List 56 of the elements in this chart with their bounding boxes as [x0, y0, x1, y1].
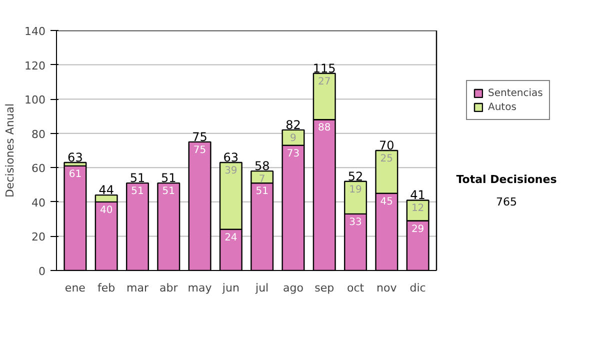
- y-tick-label: 20: [32, 230, 46, 244]
- x-tick-label: ago: [282, 282, 304, 294]
- data-label: 27: [318, 76, 331, 88]
- data-label: 12: [411, 203, 424, 214]
- y-tick-label: 40: [32, 196, 46, 210]
- x-tick-label: oct: [346, 282, 365, 294]
- y-tick-label: 0: [38, 265, 46, 278]
- data-label: 73: [286, 148, 300, 160]
- data-label: 51: [256, 186, 268, 198]
- total-label: 115: [312, 61, 336, 76]
- total-label: 41: [410, 188, 426, 202]
- total-label: 51: [160, 171, 176, 186]
- total-label: 63: [68, 150, 83, 164]
- x-tick-label: abr: [160, 282, 178, 294]
- x-tick-label: may: [188, 282, 212, 294]
- text: 765: [496, 195, 517, 208]
- x-tick-label: mar: [126, 282, 149, 294]
- data-label: 61: [68, 168, 82, 180]
- data-label: 45: [380, 196, 394, 208]
- x-tick-label: jul: [254, 282, 269, 294]
- data-label: 51: [162, 186, 176, 198]
- data-label: 88: [318, 122, 331, 134]
- legend-label: Autos: [488, 101, 516, 113]
- legend-label: Sentencias: [488, 87, 543, 99]
- data-label: 25: [380, 154, 394, 164]
- data-label: 9: [290, 132, 296, 144]
- data-label: 40: [100, 204, 113, 216]
- y-tick-label: 120: [24, 59, 46, 72]
- data-label: 19: [349, 184, 362, 196]
- data-label: 33: [349, 216, 362, 228]
- data-label: 29: [411, 224, 424, 235]
- y-axis-title: Decisiones Anual: [4, 103, 17, 198]
- data-label: 24: [224, 232, 238, 244]
- total-label: 82: [286, 118, 301, 132]
- y-tick-label: 100: [24, 94, 46, 107]
- total-label: 63: [223, 150, 239, 164]
- y-tick-label: 80: [32, 128, 46, 141]
- total-label: 52: [348, 169, 364, 184]
- total-label: 51: [130, 171, 146, 186]
- x-tick-label: ene: [64, 282, 86, 294]
- data-label: 39: [224, 166, 238, 176]
- x-tick-label: dic: [410, 282, 426, 294]
- data-label: 51: [131, 186, 144, 198]
- data-label: 7: [258, 174, 266, 186]
- x-tick-label: nov: [376, 282, 398, 294]
- total-label: 58: [254, 159, 270, 174]
- total-label: 44: [98, 183, 114, 198]
- x-tick-label: jun: [221, 282, 240, 294]
- x-tick-label: sep: [314, 282, 334, 294]
- text: Total Decisiones: [456, 172, 558, 186]
- y-tick-label: 60: [32, 162, 46, 176]
- total-label: 75: [192, 130, 208, 144]
- x-tick-label: feb: [98, 282, 116, 294]
- total-label: 70: [379, 138, 394, 152]
- data-label: 75: [193, 144, 206, 156]
- y-tick-label: 140: [24, 25, 46, 38]
